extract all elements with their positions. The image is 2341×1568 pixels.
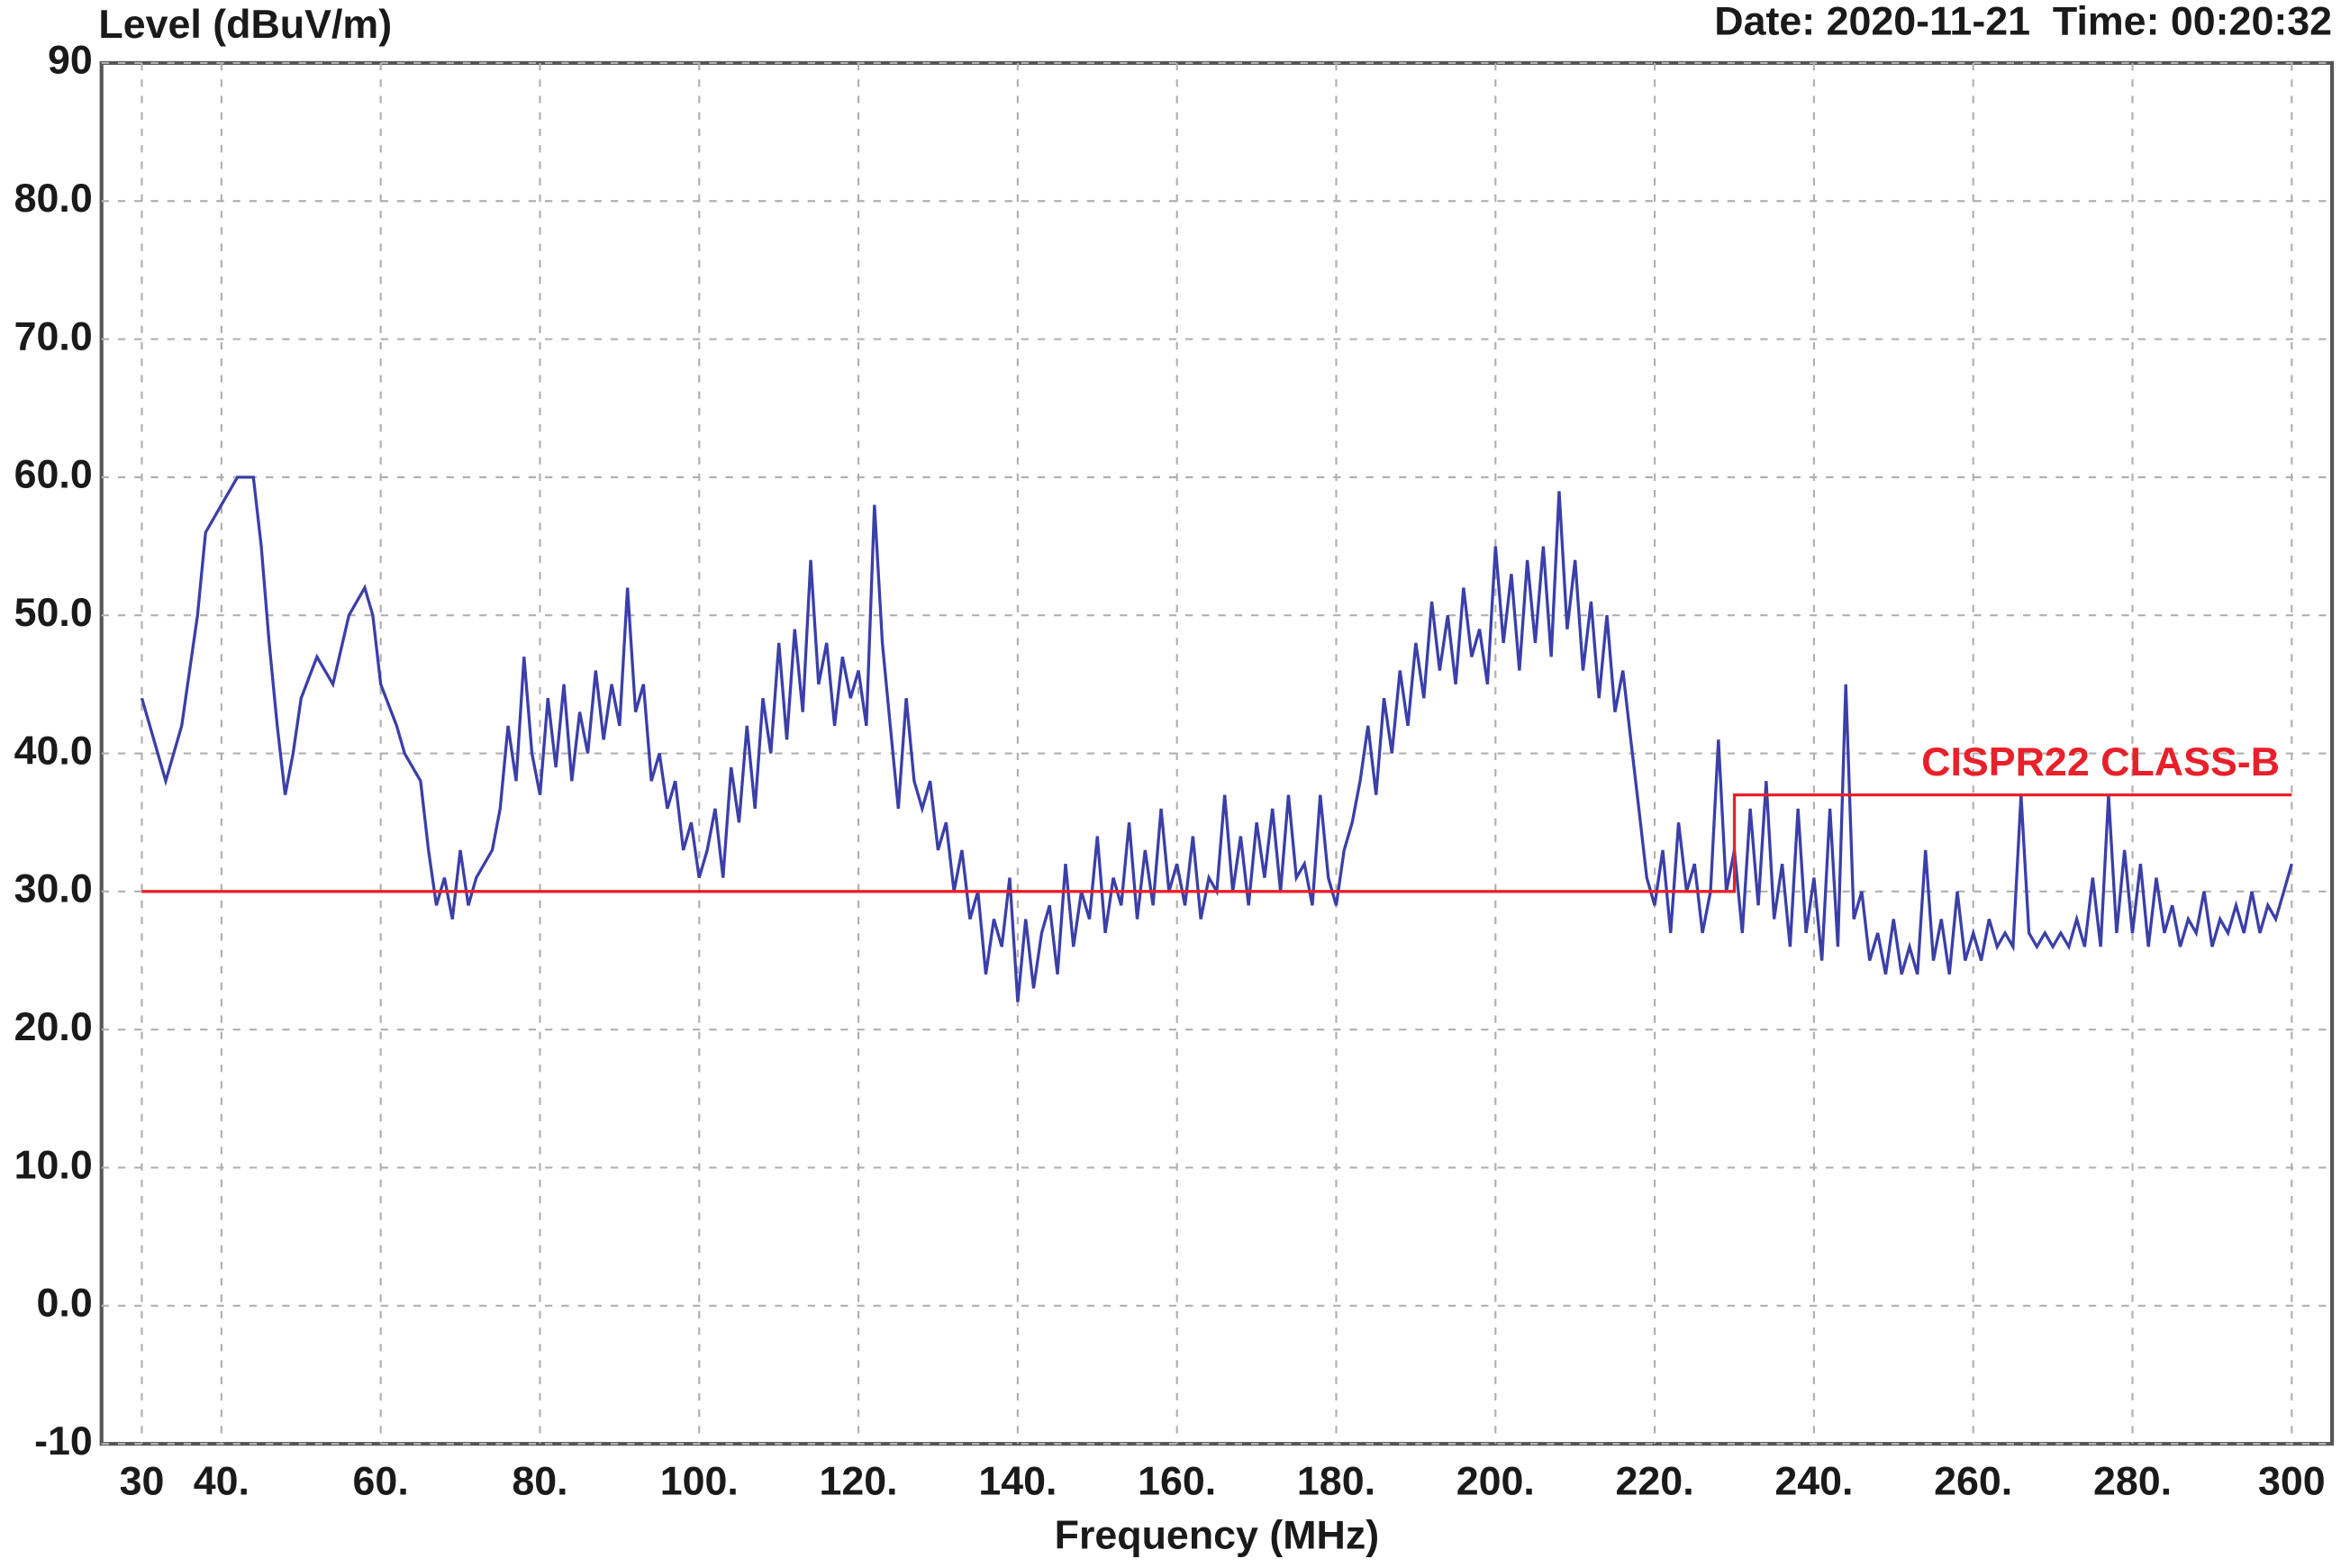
y-tick-label: 40.0 xyxy=(14,728,93,773)
spectrum-line xyxy=(140,476,2293,1002)
y-tick-label: -10 xyxy=(34,1418,93,1464)
y-tick-label: 30.0 xyxy=(14,866,93,911)
y-tick-label: 70.0 xyxy=(14,313,93,358)
x-tick-label: 220. xyxy=(1616,1459,1694,1504)
x-tick-label: 30 xyxy=(120,1459,165,1504)
x-tick-label: 240. xyxy=(1774,1459,1853,1504)
x-tick-label: 300 xyxy=(2258,1459,2326,1504)
x-tick-label: 60. xyxy=(353,1459,409,1504)
x-tick-label: 100. xyxy=(660,1459,739,1504)
x-tick-label: 160. xyxy=(1138,1459,1216,1504)
limit-line xyxy=(141,793,2292,893)
x-axis-label: Frequency (MHz) xyxy=(1055,1512,1380,1557)
x-tick-label: 260. xyxy=(1934,1459,2012,1504)
y-tick-label: 60.0 xyxy=(14,452,93,497)
header-note: Date: 2020-11-21 Time: 00:20:32 xyxy=(1714,0,2332,44)
x-tick-label: 40. xyxy=(194,1459,250,1504)
y-tick-label: 0.0 xyxy=(37,1281,93,1326)
y-tick-label: 10.0 xyxy=(14,1142,93,1187)
y-tick-label: 50.0 xyxy=(14,590,93,635)
y-tick-label: 20.0 xyxy=(14,1004,93,1049)
y-tick-label: 80.0 xyxy=(14,176,93,221)
x-tick-label: 140. xyxy=(978,1459,1057,1504)
x-tick-label: 120. xyxy=(820,1459,898,1504)
x-tick-label: 180. xyxy=(1297,1459,1375,1504)
x-tick-label: 280. xyxy=(2093,1459,2172,1504)
y-axis-label: Level (dBuV/m) xyxy=(98,2,392,47)
limit-label: CISPR22 CLASS-B xyxy=(1921,739,2280,784)
y-tick-label: 90 xyxy=(48,38,93,83)
x-tick-label: 200. xyxy=(1456,1459,1535,1504)
x-tick-label: 80. xyxy=(512,1459,567,1504)
